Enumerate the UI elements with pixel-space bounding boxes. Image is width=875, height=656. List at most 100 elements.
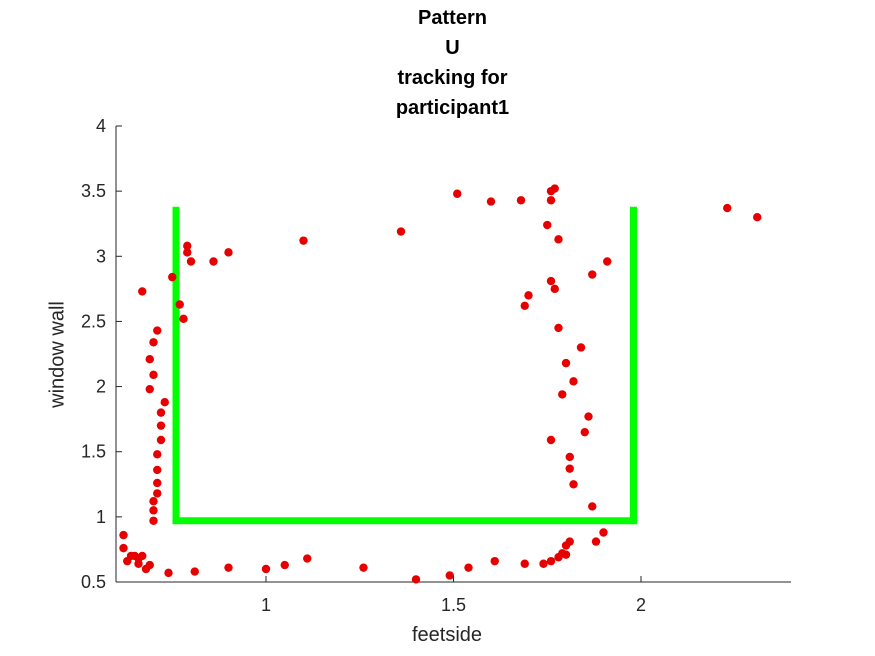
y-tick-label: 1: [96, 507, 106, 527]
chart-title-line-1: Pattern: [418, 7, 487, 29]
data-point: [224, 563, 233, 572]
data-point: [168, 272, 177, 282]
data-point: [359, 563, 368, 572]
y-tick-label: 4: [96, 116, 106, 136]
data-point: [753, 213, 762, 222]
data-point: [119, 543, 128, 553]
data-point: [145, 560, 154, 570]
data-point: [153, 450, 162, 459]
y-axis-label: window wall: [46, 301, 69, 408]
data-point: [153, 478, 162, 488]
data-point: [584, 412, 593, 421]
data-point: [149, 497, 158, 506]
data-point: [145, 355, 154, 364]
data-point: [569, 480, 578, 489]
data-point: [186, 257, 196, 266]
data-point: [299, 236, 308, 245]
data-point: [156, 435, 166, 445]
data-point: [175, 300, 184, 309]
data-point: [561, 550, 571, 559]
data-point: [554, 323, 563, 333]
pattern-path-group: [172, 206, 637, 525]
data-point: [280, 560, 289, 570]
data-point: [149, 370, 158, 380]
data-point: [576, 343, 586, 352]
data-point: [550, 284, 559, 294]
chart-title-line-2: U: [445, 37, 460, 59]
data-point: [130, 551, 139, 561]
data-point: [153, 326, 162, 335]
chart-title-line-4: participant1: [395, 97, 510, 119]
data-point: [138, 551, 147, 561]
data-point: [569, 377, 578, 386]
data-point: [190, 567, 199, 576]
data-point: [546, 276, 556, 286]
data-point: [486, 197, 496, 206]
data-point: [565, 464, 574, 473]
axes: [115, 125, 791, 583]
x-axis-label: feetside: [412, 624, 483, 646]
data-point: [580, 427, 589, 437]
y-tick-label: 1.5: [81, 442, 106, 462]
data-point: [546, 435, 556, 445]
data-point: [179, 314, 188, 324]
data-point: [149, 338, 158, 347]
data-point: [153, 489, 162, 498]
data-point: [445, 571, 454, 580]
y-tick-label: 0.5: [81, 572, 106, 592]
data-point: [261, 564, 271, 574]
data-point: [516, 196, 526, 205]
data-point: [411, 575, 421, 584]
data-point: [588, 502, 597, 511]
data-point: [156, 421, 166, 430]
data-point: [149, 516, 158, 525]
data-point: [224, 248, 233, 257]
data-point: [558, 390, 567, 399]
data-points: [119, 184, 762, 584]
data-point: [183, 248, 192, 257]
data-point: [588, 270, 597, 279]
data-point: [153, 465, 162, 475]
chart-title-line-3: tracking for: [397, 67, 508, 89]
data-point: [554, 235, 563, 244]
y-tick-label: 2.5: [81, 311, 106, 331]
data-point: [209, 257, 218, 266]
data-point: [565, 452, 574, 462]
x-tick-label: 2: [636, 595, 646, 615]
tick-labels: 1 1.5 2 0.5 1 1.5 2 2.5 3 3.5 4: [81, 116, 646, 615]
data-point: [156, 408, 166, 417]
data-point: [520, 559, 529, 568]
data-point: [524, 291, 533, 300]
data-point: [723, 203, 732, 213]
y-tick-label: 3: [96, 246, 106, 266]
data-point: [546, 196, 556, 205]
data-point: [453, 189, 462, 198]
data-point: [160, 398, 169, 407]
data-point: [603, 257, 612, 266]
data-point: [119, 530, 128, 540]
data-point: [138, 287, 147, 296]
data-point: [303, 554, 312, 563]
data-point: [164, 568, 173, 578]
data-point: [561, 358, 571, 368]
x-tick-label: 1.5: [441, 595, 466, 615]
data-point: [599, 528, 608, 537]
data-point: [520, 301, 529, 310]
data-point: [145, 384, 154, 394]
data-point: [543, 220, 552, 230]
data-point: [464, 563, 473, 572]
y-tick-label: 3.5: [81, 181, 106, 201]
data-point: [550, 184, 559, 193]
data-point: [149, 506, 158, 515]
data-point: [591, 537, 601, 546]
pattern-u-path: [172, 206, 637, 525]
y-tick-label: 2: [96, 377, 106, 397]
data-point: [539, 559, 548, 568]
data-point: [183, 241, 192, 251]
data-point: [490, 556, 499, 566]
data-point: [565, 537, 574, 546]
x-tick-label: 1: [261, 595, 271, 615]
data-point: [546, 556, 556, 566]
data-point: [396, 227, 406, 236]
